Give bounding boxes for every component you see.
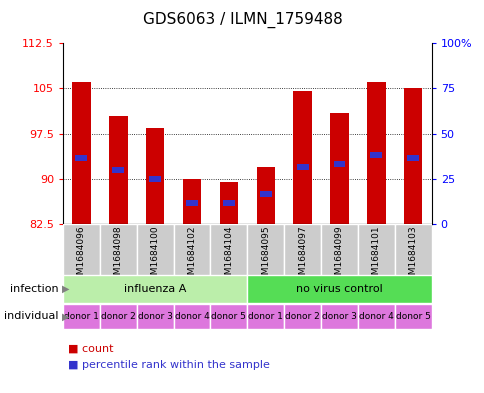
Text: donor 3: donor 3 <box>321 312 356 321</box>
Bar <box>136 224 173 275</box>
Bar <box>136 304 173 329</box>
Bar <box>284 224 320 275</box>
Text: GDS6063 / ILMN_1759488: GDS6063 / ILMN_1759488 <box>142 11 342 28</box>
Bar <box>293 92 311 224</box>
Text: ■ count: ■ count <box>68 344 113 354</box>
Bar <box>320 304 357 329</box>
Text: donor 5: donor 5 <box>395 312 430 321</box>
Text: ■ percentile rank within the sample: ■ percentile rank within the sample <box>68 360 269 369</box>
Text: GSM1684103: GSM1684103 <box>408 225 417 286</box>
Bar <box>247 275 431 303</box>
Bar <box>63 224 100 275</box>
Text: GSM1684104: GSM1684104 <box>224 225 233 286</box>
Bar <box>284 304 320 329</box>
Text: donor 2: donor 2 <box>285 312 319 321</box>
Text: ▶: ▶ <box>61 284 69 294</box>
Bar <box>63 275 247 303</box>
Text: GSM1684102: GSM1684102 <box>187 225 196 286</box>
Bar <box>149 176 161 182</box>
Bar <box>320 224 357 275</box>
Text: donor 4: donor 4 <box>174 312 209 321</box>
Text: ▶: ▶ <box>61 311 69 321</box>
Bar <box>333 161 345 167</box>
Bar <box>407 155 418 161</box>
Bar <box>173 304 210 329</box>
Bar <box>146 128 164 224</box>
Text: influenza A: influenza A <box>124 284 186 294</box>
Bar <box>63 304 100 329</box>
Bar <box>109 116 127 224</box>
Bar <box>223 200 234 206</box>
Text: GSM1684096: GSM1684096 <box>77 225 86 286</box>
Bar <box>210 224 247 275</box>
Bar <box>394 304 431 329</box>
Bar <box>186 200 197 206</box>
Text: donor 3: donor 3 <box>137 312 172 321</box>
Text: GSM1684101: GSM1684101 <box>371 225 380 286</box>
Text: individual: individual <box>4 311 58 321</box>
Bar <box>100 304 136 329</box>
Text: GSM1684100: GSM1684100 <box>151 225 159 286</box>
Text: donor 4: donor 4 <box>358 312 393 321</box>
Text: GSM1684097: GSM1684097 <box>298 225 306 286</box>
Text: donor 1: donor 1 <box>248 312 283 321</box>
Bar <box>247 224 284 275</box>
Bar <box>259 191 271 197</box>
Bar <box>72 83 91 224</box>
Bar <box>296 164 308 170</box>
Text: no virus control: no virus control <box>296 284 382 294</box>
Bar <box>394 224 431 275</box>
Bar <box>330 112 348 224</box>
Text: GSM1684098: GSM1684098 <box>114 225 122 286</box>
Bar <box>357 304 394 329</box>
Bar <box>173 224 210 275</box>
Text: donor 5: donor 5 <box>211 312 246 321</box>
Bar <box>403 88 422 224</box>
Bar <box>370 152 381 158</box>
Text: GSM1684095: GSM1684095 <box>261 225 270 286</box>
Bar <box>247 304 284 329</box>
Bar <box>112 167 124 173</box>
Bar <box>366 83 385 224</box>
Text: donor 2: donor 2 <box>101 312 136 321</box>
Text: infection: infection <box>10 284 58 294</box>
Text: donor 1: donor 1 <box>64 312 99 321</box>
Bar <box>76 155 87 161</box>
Bar <box>357 224 394 275</box>
Bar <box>100 224 136 275</box>
Bar <box>210 304 247 329</box>
Text: GSM1684099: GSM1684099 <box>334 225 343 286</box>
Bar <box>219 182 238 224</box>
Bar <box>256 167 274 224</box>
Bar <box>182 179 201 224</box>
